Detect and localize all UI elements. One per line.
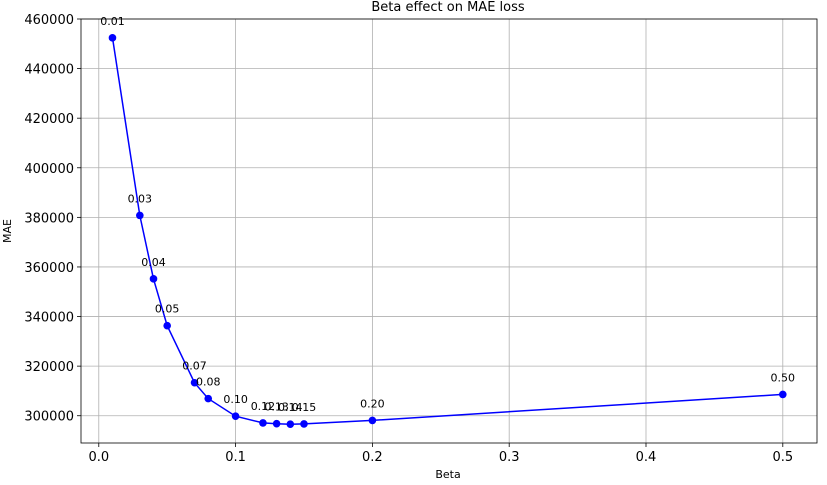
data-point-label: 0.08 bbox=[196, 376, 221, 389]
data-point-label: 0.13 bbox=[264, 401, 289, 414]
data-point bbox=[136, 211, 144, 220]
data-point bbox=[272, 419, 281, 428]
data-point bbox=[149, 275, 158, 283]
data-point bbox=[108, 34, 117, 42]
x-tick-label: 0.2 bbox=[362, 450, 383, 465]
data-point bbox=[286, 420, 295, 428]
x-axis-label: Beta bbox=[435, 468, 460, 481]
y-axis: 300000 320000 340000 360000 380000 400000 4200… bbox=[24, 13, 81, 425]
data-point bbox=[163, 321, 171, 330]
data-point-label: 0.10 bbox=[223, 393, 248, 406]
data-point-label: 0.03 bbox=[128, 192, 153, 205]
x-tick-label: 0.4 bbox=[636, 450, 657, 465]
y-tick-label: 440000 bbox=[24, 63, 74, 78]
y-tick-label: 340000 bbox=[24, 311, 74, 326]
data-point-label: 0.15 bbox=[292, 401, 317, 414]
x-tick-label: 0.1 bbox=[225, 450, 246, 465]
data-point-label: 0.20 bbox=[360, 397, 385, 410]
x-tick-label: 0.5 bbox=[772, 450, 793, 465]
data-point-label: 0.07 bbox=[182, 360, 207, 373]
x-axis: 0.0 0.1 0.2 0.3 0.4 0.5 bbox=[88, 443, 793, 465]
chart-title: Beta effect on MAE loss bbox=[371, 0, 525, 15]
data-point bbox=[368, 416, 377, 425]
data-point-label: 0.01 bbox=[100, 15, 125, 28]
data-point-label: 0.04 bbox=[141, 256, 166, 269]
series-mae: 0.01 0.03 0.04 0.05 0.07 0.080.100.120.130.14… bbox=[100, 15, 795, 428]
x-tick-label: 0.0 bbox=[88, 450, 109, 465]
data-point-label: 0.14 bbox=[278, 401, 303, 414]
data-point bbox=[204, 394, 213, 403]
data-point bbox=[231, 412, 240, 421]
y-axis-label: MAE bbox=[1, 219, 14, 243]
y-tick-label: 300000 bbox=[24, 410, 74, 425]
data-point-label: 0.05 bbox=[155, 303, 180, 316]
y-tick-label: 460000 bbox=[24, 13, 74, 28]
plot-area-frame bbox=[80, 18, 818, 444]
data-point bbox=[300, 420, 308, 428]
data-point-label: 0.50 bbox=[771, 371, 796, 384]
y-tick-label: 320000 bbox=[24, 360, 74, 375]
grid bbox=[81, 18, 817, 443]
data-point bbox=[190, 378, 199, 387]
data-point bbox=[259, 419, 267, 427]
y-tick-label: 380000 bbox=[24, 211, 74, 226]
y-tick-label: 400000 bbox=[24, 162, 74, 177]
x-tick-label: 0.3 bbox=[499, 450, 520, 465]
y-tick-label: 360000 bbox=[24, 261, 74, 276]
y-tick-label: 420000 bbox=[24, 112, 74, 127]
data-point-label: 0.12 bbox=[251, 400, 276, 413]
data-point bbox=[778, 390, 787, 399]
